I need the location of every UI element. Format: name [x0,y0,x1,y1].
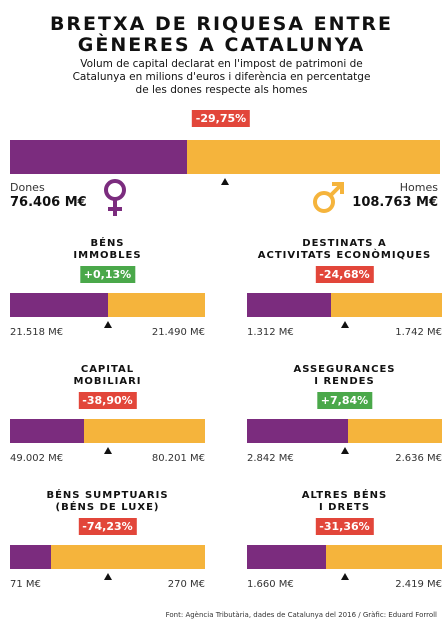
panel-title: ASSEGURANCES [293,364,396,375]
value-label: 2.842 M€ [247,453,294,464]
difference-badge: +0,13% [79,266,136,283]
title: GÈNERES A CATALUNYA [77,34,366,56]
bar-segment [10,545,51,569]
value-label: 49.002 M€ [10,453,64,464]
panel-title: MOBILIARI [73,376,142,387]
value-label: 1.660 M€ [247,579,294,590]
midpoint-marker [103,321,112,328]
bar-segment [10,140,188,174]
legend-label: Dones [10,181,45,194]
midpoint-marker [221,178,229,185]
bar-segment [348,419,442,443]
bar-segment [83,419,205,443]
panel-title: ALTRES BÉNS [301,490,388,501]
bar-segment [330,293,442,317]
value-label: 76.406 M€ [10,195,87,210]
value-label: 80.201 M€ [151,453,205,464]
subtitle: Catalunya en milions d'euros i diferènci… [72,71,371,83]
value-label: 21.490 M€ [151,327,205,338]
bar-segment [247,419,349,443]
panel-title: I DRETS [318,502,371,513]
difference-badge: -31,36% [315,518,374,535]
midpoint-marker [340,447,349,454]
title: BRETXA DE RIQUESA ENTRE [49,13,394,35]
bar-segment [247,293,331,317]
panel-title: IMMOBLES [73,250,142,261]
midpoint-marker [340,321,349,328]
value-label: 1.742 M€ [395,327,442,338]
source: Font: Agència Tributària, dades de Catal… [165,611,437,619]
bar-segment [10,293,108,317]
panel-title: I RENDES [314,376,375,387]
difference-badge: -38,90% [78,392,137,409]
value-label: 1.312 M€ [247,327,294,338]
female-icon [104,179,126,216]
difference-badge: -74,23% [78,518,137,535]
value-label: 270 M€ [167,579,205,590]
panel-title: CAPITAL [80,364,135,375]
bar-segment [10,419,84,443]
subtitle: de les dones respecte als homes [135,84,308,96]
difference-badge: +7,84% [316,392,373,409]
legend-label: Homes [399,181,438,194]
midpoint-marker [103,447,112,454]
midpoint-marker [340,573,349,580]
bar-segment [50,545,205,569]
bar-segment [247,545,327,569]
value-label: 21.518 M€ [10,327,64,338]
panel-title: BÉNS SUMPTUARIS [46,490,169,501]
panel-title: ACTIVITATS ECONÒMIQUES [257,250,432,261]
panel-title: (BÉNS DE LUXE) [55,502,160,513]
bar-segment [326,545,442,569]
value-label: 2.636 M€ [395,453,442,464]
panel-title: DESTINATS A [302,238,387,249]
midpoint-marker [103,573,112,580]
panel-title: BÉNS [90,238,125,249]
value-label: 71 M€ [10,579,41,590]
value-label: 108.763 M€ [352,195,438,210]
subtitle: Volum de capital declarat en l'impost de… [80,58,363,70]
bar-segment [187,140,440,174]
difference-badge: -29,75% [191,110,251,127]
difference-badge: -24,68% [315,266,374,283]
value-label: 2.419 M€ [395,579,442,590]
male-icon [313,182,344,213]
bar-segment [107,293,205,317]
